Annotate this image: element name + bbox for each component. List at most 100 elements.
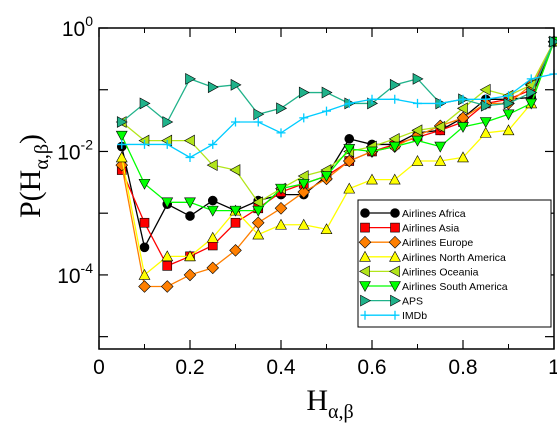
- data-point: [343, 144, 356, 155]
- legend-marker: [360, 310, 370, 320]
- data-point: [525, 98, 538, 110]
- data-point: [411, 135, 424, 147]
- data-point: [253, 117, 263, 127]
- data-point: [184, 197, 196, 209]
- legend-item: Airlines Oceania: [358, 265, 479, 278]
- legend-item: Airlines Asia: [360, 222, 459, 235]
- data-point: [434, 120, 446, 133]
- series-line: [121, 41, 555, 212]
- data-point: [230, 78, 242, 91]
- data-point: [208, 139, 218, 149]
- data-point: [297, 185, 311, 199]
- data-point: [138, 178, 151, 190]
- data-point: [184, 250, 196, 262]
- data-point: [411, 154, 424, 166]
- legend-marker: [360, 208, 370, 218]
- legend-label: Airlines Africa: [402, 208, 466, 220]
- y-axis-title: P(Hα,β): [14, 134, 53, 218]
- data-point: [252, 228, 265, 240]
- data-point: [503, 97, 515, 110]
- data-point: [388, 132, 400, 145]
- data-point: [162, 139, 172, 149]
- legend-marker: [359, 250, 371, 262]
- legend-item: APS: [360, 294, 423, 308]
- legend: Airlines Africa Airlines Asia Airlines Eur…: [357, 199, 552, 328]
- legend-item: Airlines Africa: [360, 208, 466, 220]
- data-point: [231, 117, 240, 127]
- data-point: [138, 268, 151, 280]
- data-point: [526, 86, 538, 99]
- x-tick-label: 0.6: [357, 356, 386, 379]
- legend-marker: [360, 222, 370, 233]
- data-point: [229, 205, 242, 217]
- legend-label: Airlines Oceania: [402, 266, 479, 278]
- legend-marker: [358, 235, 372, 249]
- x-tick-label: 1: [548, 356, 557, 379]
- data-point: [434, 141, 447, 153]
- series-airlines-south-america: [115, 36, 557, 217]
- data-point: [479, 126, 492, 138]
- data-point: [275, 183, 287, 195]
- data-point: [502, 109, 515, 121]
- data-point: [297, 170, 309, 182]
- data-point: [457, 151, 469, 163]
- series-layer: [115, 35, 557, 293]
- data-point: [434, 154, 447, 166]
- legend-label: Airlines Europe: [402, 237, 473, 249]
- data-point: [344, 98, 354, 108]
- data-point: [299, 113, 309, 123]
- x-tick-label: 0: [93, 356, 105, 379]
- data-point: [526, 74, 536, 84]
- data-point: [412, 72, 424, 85]
- x-tick-label: 0.8: [448, 356, 477, 379]
- data-point: [162, 261, 173, 271]
- data-point: [185, 72, 197, 85]
- data-point: [479, 117, 492, 129]
- y-tick-label: 10-2: [57, 136, 93, 164]
- legend-marker: [390, 294, 402, 307]
- data-point: [297, 178, 310, 190]
- series-imdb: [117, 69, 557, 162]
- data-point: [504, 91, 513, 101]
- legend-marker: [389, 281, 401, 293]
- y-tick-label: 100: [62, 13, 93, 41]
- data-point: [185, 211, 195, 221]
- data-point: [320, 223, 333, 235]
- legend-marker: [388, 235, 402, 249]
- data-point: [139, 242, 150, 253]
- data-point: [252, 196, 264, 209]
- data-point: [411, 124, 423, 137]
- data-point: [342, 154, 356, 168]
- data-point: [117, 139, 127, 149]
- legend-marker: [359, 281, 371, 293]
- x-tick-label: 0.4: [266, 356, 296, 379]
- x-tick-label: 0.2: [175, 356, 204, 379]
- data-point: [390, 94, 400, 104]
- data-point: [206, 159, 218, 172]
- data-point: [321, 86, 333, 99]
- data-point: [140, 139, 149, 149]
- data-point: [139, 97, 151, 110]
- data-point: [320, 171, 333, 183]
- data-point: [183, 268, 197, 282]
- legend-label: Airlines North America: [402, 252, 506, 264]
- x-axis-title: Hα,β: [306, 384, 353, 423]
- data-point: [161, 197, 174, 209]
- data-point: [479, 83, 491, 96]
- data-point: [206, 261, 220, 275]
- legend-item: Airlines Europe: [358, 235, 473, 249]
- legend-label: APS: [402, 296, 423, 308]
- data-point: [139, 217, 150, 228]
- series-airlines-north-america: [115, 35, 557, 280]
- data-point: [435, 98, 445, 108]
- data-point: [275, 218, 287, 230]
- legend-marker: [390, 310, 400, 320]
- data-point: [162, 116, 174, 128]
- legend-marker: [390, 208, 400, 218]
- data-point: [230, 217, 241, 228]
- legend-box: [357, 199, 552, 328]
- data-point: [366, 173, 378, 185]
- legend-marker: [360, 294, 372, 307]
- data-point: [458, 94, 468, 104]
- legend-item: Airlines North America: [359, 250, 506, 264]
